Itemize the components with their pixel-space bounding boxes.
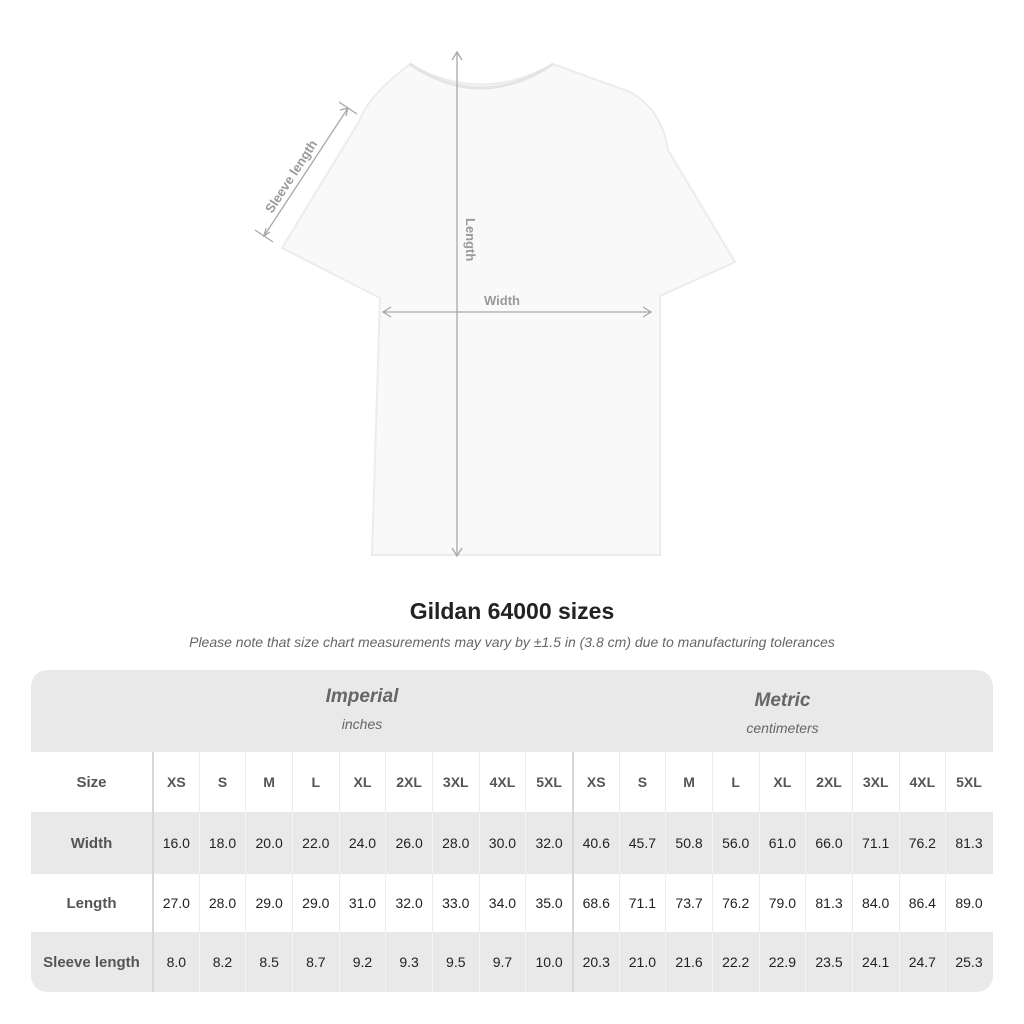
cell-metric: 24.7 bbox=[898, 932, 946, 992]
cell-imperial: 31.0 bbox=[338, 874, 386, 932]
cell-imperial: 32.0 bbox=[525, 812, 572, 874]
cell-metric: 71.1 bbox=[851, 812, 899, 874]
cell-imperial: 35.0 bbox=[525, 874, 572, 932]
cell-metric: 73.7 bbox=[665, 874, 712, 932]
cell-metric: 84.0 bbox=[851, 874, 899, 932]
cell-metric: 50.8 bbox=[665, 812, 712, 874]
cell-metric: 81.3 bbox=[805, 874, 852, 932]
imperial-title: Imperial bbox=[325, 686, 399, 707]
table-row: Sleeve length 8.0 8.2 8.5 8.7 9.2 9.3 9.5 9.7 10.… bbox=[31, 932, 993, 992]
size-metric: S bbox=[618, 752, 666, 812]
cell-metric: 81.3 bbox=[945, 812, 992, 874]
cell-imperial: 20.0 bbox=[245, 812, 292, 874]
cell-metric: 21.6 bbox=[665, 932, 712, 992]
cell-metric: 45.7 bbox=[618, 812, 666, 874]
imperial-unit: inches bbox=[341, 716, 383, 732]
size-imperial: L bbox=[291, 752, 339, 812]
cell-imperial: 24.0 bbox=[338, 812, 386, 874]
size-label: Size bbox=[76, 773, 107, 791]
cell-metric: 40.6 bbox=[571, 812, 619, 874]
sleeve-arrow bbox=[263, 107, 349, 237]
table-row: Width 16.0 18.0 20.0 22.0 24.0 26.0 28.0 30.0 32.… bbox=[31, 812, 993, 874]
metric-unit: centimeters bbox=[746, 720, 819, 736]
cell-metric: 89.0 bbox=[945, 874, 992, 932]
cell-metric: 56.0 bbox=[711, 812, 759, 874]
cell-imperial: 33.0 bbox=[431, 874, 479, 932]
row-label: Width bbox=[70, 834, 113, 852]
cell-metric: 61.0 bbox=[758, 812, 806, 874]
cell-imperial: 10.0 bbox=[525, 932, 572, 992]
cell-imperial: 9.2 bbox=[338, 932, 386, 992]
cell-metric: 86.4 bbox=[898, 874, 946, 932]
size-metric: 3XL bbox=[851, 752, 899, 812]
cell-imperial: 9.7 bbox=[478, 932, 526, 992]
cell-metric: 76.2 bbox=[711, 874, 759, 932]
cell-imperial: 8.5 bbox=[245, 932, 292, 992]
length-label: Length bbox=[463, 218, 478, 261]
cell-imperial: 30.0 bbox=[478, 812, 526, 874]
cell-imperial: 22.0 bbox=[291, 812, 339, 874]
cell-metric: 25.3 bbox=[945, 932, 992, 992]
cell-imperial: 28.0 bbox=[431, 812, 479, 874]
size-imperial: 4XL bbox=[478, 752, 526, 812]
cell-imperial: 9.5 bbox=[431, 932, 479, 992]
cell-imperial: 8.7 bbox=[291, 932, 339, 992]
cell-metric: 76.2 bbox=[898, 812, 946, 874]
size-imperial: M bbox=[245, 752, 292, 812]
row-label: Sleeve length bbox=[43, 953, 140, 971]
cell-imperial: 29.0 bbox=[291, 874, 339, 932]
cell-imperial: 26.0 bbox=[385, 812, 432, 874]
size-imperial: 3XL bbox=[431, 752, 479, 812]
tolerance-note: Please note that size chart measurements… bbox=[189, 634, 835, 650]
size-header-row: Size XS S M L XL 2XL 3XL 4XL 5XL XS S M L XL 2XL 3XL 4XL 5… bbox=[31, 752, 993, 812]
cell-imperial: 27.0 bbox=[152, 874, 199, 932]
table-row: Length 27.0 28.0 29.0 29.0 31.0 32.0 33.0 34.0 35… bbox=[31, 874, 993, 932]
size-metric: M bbox=[665, 752, 712, 812]
size-imperial: 2XL bbox=[385, 752, 432, 812]
size-imperial: S bbox=[198, 752, 246, 812]
cell-metric: 22.9 bbox=[758, 932, 806, 992]
size-imperial: XS bbox=[152, 752, 199, 812]
size-imperial: 5XL bbox=[525, 752, 572, 812]
cell-metric: 22.2 bbox=[711, 932, 759, 992]
row-label: Length bbox=[66, 894, 117, 912]
cell-imperial: 9.3 bbox=[385, 932, 432, 992]
metric-title: Metric bbox=[754, 690, 811, 711]
cell-metric: 20.3 bbox=[571, 932, 619, 992]
cell-imperial: 32.0 bbox=[385, 874, 432, 932]
cell-metric: 23.5 bbox=[805, 932, 852, 992]
tshirt-shape bbox=[280, 62, 737, 556]
imperial-header: Imperial inches bbox=[152, 686, 572, 732]
size-metric: XL bbox=[758, 752, 806, 812]
units-header: Imperial inches Metric centimeters bbox=[31, 670, 993, 752]
cell-imperial: 8.2 bbox=[198, 932, 246, 992]
width-label: Width bbox=[484, 293, 520, 308]
cell-imperial: 16.0 bbox=[152, 812, 199, 874]
size-metric: 2XL bbox=[805, 752, 852, 812]
tshirt-diagram: Sleeve length Length Width bbox=[254, 50, 737, 558]
cell-imperial: 8.0 bbox=[152, 932, 199, 992]
cell-metric: 79.0 bbox=[758, 874, 806, 932]
size-metric: L bbox=[711, 752, 759, 812]
size-table: Imperial inches Metric centimeters Size X… bbox=[31, 670, 993, 992]
size-metric: XS bbox=[571, 752, 619, 812]
cell-metric: 24.1 bbox=[851, 932, 899, 992]
cell-imperial: 29.0 bbox=[245, 874, 292, 932]
metric-header: Metric centimeters bbox=[572, 690, 993, 736]
cell-metric: 68.6 bbox=[571, 874, 619, 932]
cell-metric: 66.0 bbox=[805, 812, 852, 874]
cell-imperial: 18.0 bbox=[198, 812, 246, 874]
size-imperial: XL bbox=[338, 752, 386, 812]
cell-imperial: 34.0 bbox=[478, 874, 526, 932]
chart-title: Gildan 64000 sizes bbox=[409, 598, 615, 624]
cell-metric: 71.1 bbox=[618, 874, 666, 932]
cell-metric: 21.0 bbox=[618, 932, 666, 992]
size-metric: 5XL bbox=[945, 752, 992, 812]
cell-imperial: 28.0 bbox=[198, 874, 246, 932]
size-metric: 4XL bbox=[898, 752, 946, 812]
